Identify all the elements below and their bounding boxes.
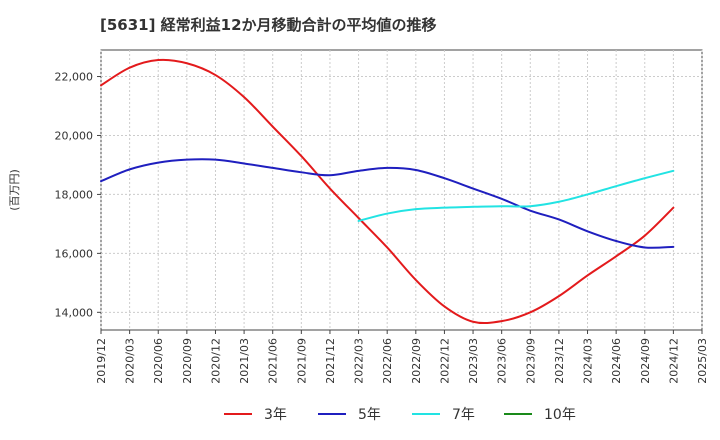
x-tick-label: 2020/12 xyxy=(209,338,222,384)
x-tick-label: 2022/06 xyxy=(381,338,394,384)
y-tick-label: 14,000 xyxy=(55,306,94,319)
x-tick-label: 2024/03 xyxy=(582,338,595,384)
legend-label-4: 10年 xyxy=(544,407,576,423)
x-tick-label: 2020/09 xyxy=(181,338,194,384)
legend-label-3: 7年 xyxy=(452,407,475,423)
x-tick-label: 2023/09 xyxy=(524,338,537,384)
x-tick-label: 2021/09 xyxy=(295,338,308,384)
y-tick-label: 22,000 xyxy=(55,71,94,84)
x-tick-label: 2024/09 xyxy=(639,338,652,384)
x-tick-label: 2020/06 xyxy=(152,338,165,384)
series-line-3 xyxy=(357,169,675,222)
x-tick-label: 2021/03 xyxy=(238,338,251,384)
x-tick-label: 2021/12 xyxy=(324,338,337,384)
x-tick-label: 2022/09 xyxy=(410,338,423,384)
y-tick-label: 16,000 xyxy=(55,247,94,260)
x-tick-label: 2023/03 xyxy=(467,338,480,384)
x-tick-label: 2024/12 xyxy=(667,338,680,384)
x-tick-label: 2024/06 xyxy=(610,338,623,384)
x-tick-label: 2022/03 xyxy=(353,338,366,384)
x-tick-label: 2025/03 xyxy=(696,338,709,384)
y-tick-label: 20,000 xyxy=(55,129,94,142)
x-tick-label: 2022/12 xyxy=(438,338,451,384)
x-tick-label: 2020/03 xyxy=(124,338,137,384)
x-tick-label: 2019/12 xyxy=(95,338,108,384)
plot-area xyxy=(100,49,703,331)
x-tick-label: 2021/06 xyxy=(267,338,280,384)
x-tick-label: 2023/06 xyxy=(496,338,509,384)
chart-title: [5631] 経常利益12か月移動合計の平均値の推移 xyxy=(100,16,437,34)
y-tick-label: 18,000 xyxy=(55,188,94,201)
series-line-2 xyxy=(100,158,675,249)
legend-label-2: 5年 xyxy=(358,407,381,423)
x-tick-label: 2023/12 xyxy=(553,338,566,384)
series-line-1 xyxy=(100,58,675,325)
y-axis-label: (百万円) xyxy=(8,169,21,211)
legend-label-1: 3年 xyxy=(264,407,287,423)
